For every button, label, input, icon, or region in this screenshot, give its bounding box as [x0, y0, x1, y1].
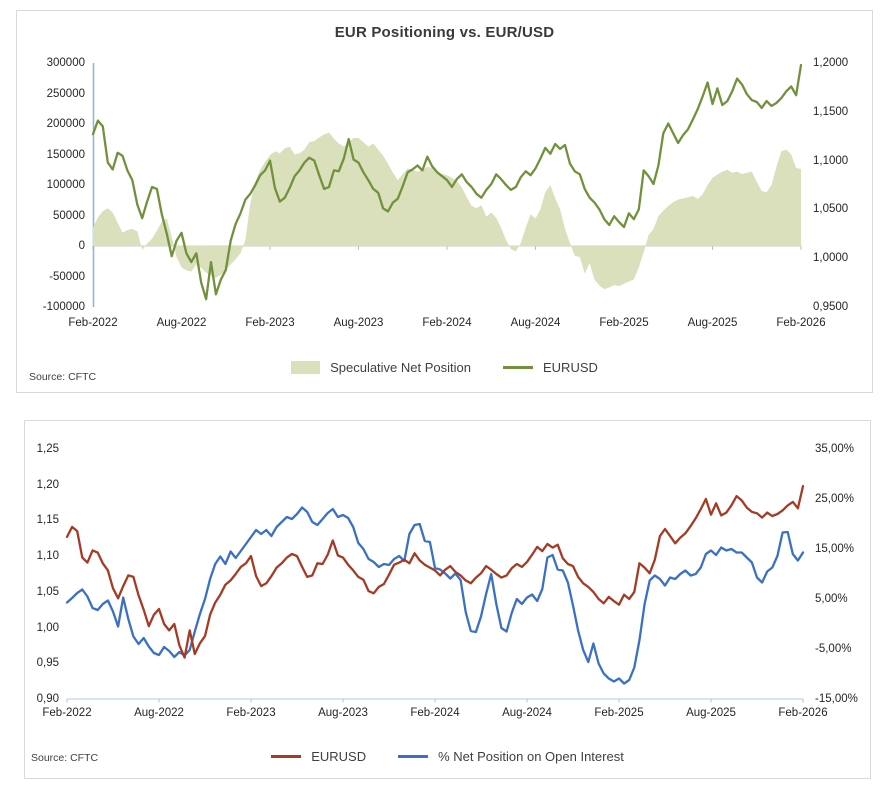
- left-axis-tick-label: 1,10: [36, 550, 59, 563]
- positioning-chart-legend: Speculative Net Position EURUSD: [17, 360, 872, 375]
- legend-label: Speculative Net Position: [330, 360, 471, 375]
- right-axis-tick-label: 5,00%: [815, 593, 848, 605]
- x-axis-tick-label: Feb-2024: [422, 317, 472, 329]
- left-axis-tick-label: 200000: [46, 118, 85, 130]
- x-axis-tick-label: Aug-2023: [318, 707, 368, 719]
- x-axis-tick-label: Aug-2023: [333, 317, 384, 329]
- ratio-chart-legend: EURUSD % Net Position on Open Interest: [25, 749, 870, 764]
- right-axis-tick-label: 1,2000: [813, 57, 849, 69]
- left-axis-tick-label: 1,20: [36, 478, 59, 491]
- x-axis-tick-label: Feb-2023: [226, 707, 276, 719]
- source-label: Source: CFTC: [29, 371, 97, 383]
- left-axis-tick-label: 300000: [46, 57, 85, 69]
- legend-label: EURUSD: [311, 749, 367, 764]
- x-axis-tick-label: Feb-2026: [776, 317, 826, 329]
- line-series: [91, 63, 803, 301]
- area-series: [93, 132, 801, 290]
- left-axis-tick-label: 0,90: [36, 693, 59, 705]
- left-axis-tick-label: 100000: [46, 179, 85, 191]
- x-axis-tick-label: Feb-2022: [68, 317, 118, 329]
- right-axis-tick-label: 0,9500: [813, 301, 849, 313]
- x-axis-tick-label: Feb-2025: [599, 317, 649, 329]
- left-axis-tick-label: 1,05: [36, 585, 59, 598]
- positioning-chart-panel: EUR Positioning vs. EUR/USD Speculative …: [16, 10, 873, 393]
- left-axis-tick-label: -50000: [49, 270, 85, 283]
- legend-line-swatch: [503, 366, 533, 369]
- x-axis-tick-label: Aug-2024: [510, 317, 561, 329]
- x-axis-tick-label: Aug-2022: [156, 317, 207, 329]
- left-axis-tick-label: 50000: [53, 209, 85, 222]
- legend-label: % Net Position on Open Interest: [438, 749, 624, 764]
- legend-item: EURUSD: [271, 749, 366, 764]
- x-axis-tick-label: Feb-2024: [410, 707, 460, 719]
- left-axis-tick-label: 150000: [46, 148, 85, 161]
- left-axis-tick-label: 0: [78, 240, 85, 252]
- left-axis-tick-label: -100000: [42, 301, 85, 313]
- legend-item: % Net Position on Open Interest: [398, 749, 624, 764]
- right-axis-tick-label: 15,00%: [815, 543, 855, 555]
- legend-label: EURUSD: [543, 360, 598, 375]
- legend-line-swatch: [271, 755, 302, 758]
- right-axis-tick-label: 35,00%: [815, 443, 855, 455]
- left-axis-tick-label: 1,15: [36, 514, 59, 527]
- right-axis-tick-label: 1,0500: [813, 203, 849, 216]
- x-axis-tick-label: Feb-2025: [594, 707, 644, 719]
- legend-line-swatch: [398, 755, 429, 758]
- right-axis-tick-label: -15,00%: [815, 693, 858, 705]
- x-axis-tick-label: Feb-2026: [778, 707, 828, 719]
- line-series: [65, 484, 805, 659]
- x-axis-tick-label: Aug-2025: [687, 317, 738, 329]
- line-series: [65, 506, 805, 685]
- positioning-chart-plot: [91, 63, 803, 307]
- x-axis-tick-label: Feb-2023: [245, 317, 295, 329]
- x-axis-tick-label: Aug-2025: [686, 707, 736, 719]
- right-axis-tick-label: 1,0000: [813, 252, 849, 265]
- left-axis-tick-label: 0,95: [36, 657, 59, 670]
- right-axis-tick-label: 1,1500: [813, 105, 849, 118]
- right-axis-tick-label: 25,00%: [815, 493, 855, 505]
- x-axis-tick-label: Aug-2024: [502, 707, 552, 719]
- chart-title: EUR Positioning vs. EUR/USD: [334, 24, 555, 41]
- left-axis-tick-label: 250000: [46, 87, 85, 100]
- legend-item: EURUSD: [503, 360, 598, 375]
- legend-item: Speculative Net Position: [291, 360, 471, 375]
- right-axis-tick-label: 1,1000: [813, 154, 849, 167]
- legend-area-swatch: [291, 361, 321, 374]
- x-axis-tick-label: Aug-2022: [134, 707, 184, 719]
- left-axis-tick-label: 1,25: [36, 443, 59, 455]
- right-axis-tick-label: -5,00%: [815, 643, 852, 655]
- ratio-chart-panel: EURUSD % Net Position on Open Interest So…: [24, 420, 871, 779]
- x-axis-tick-label: Feb-2022: [42, 707, 92, 719]
- ratio-chart-plot: [65, 484, 805, 703]
- source-label: Source: CFTC: [31, 752, 99, 764]
- left-axis-tick-label: 1,00: [36, 621, 59, 634]
